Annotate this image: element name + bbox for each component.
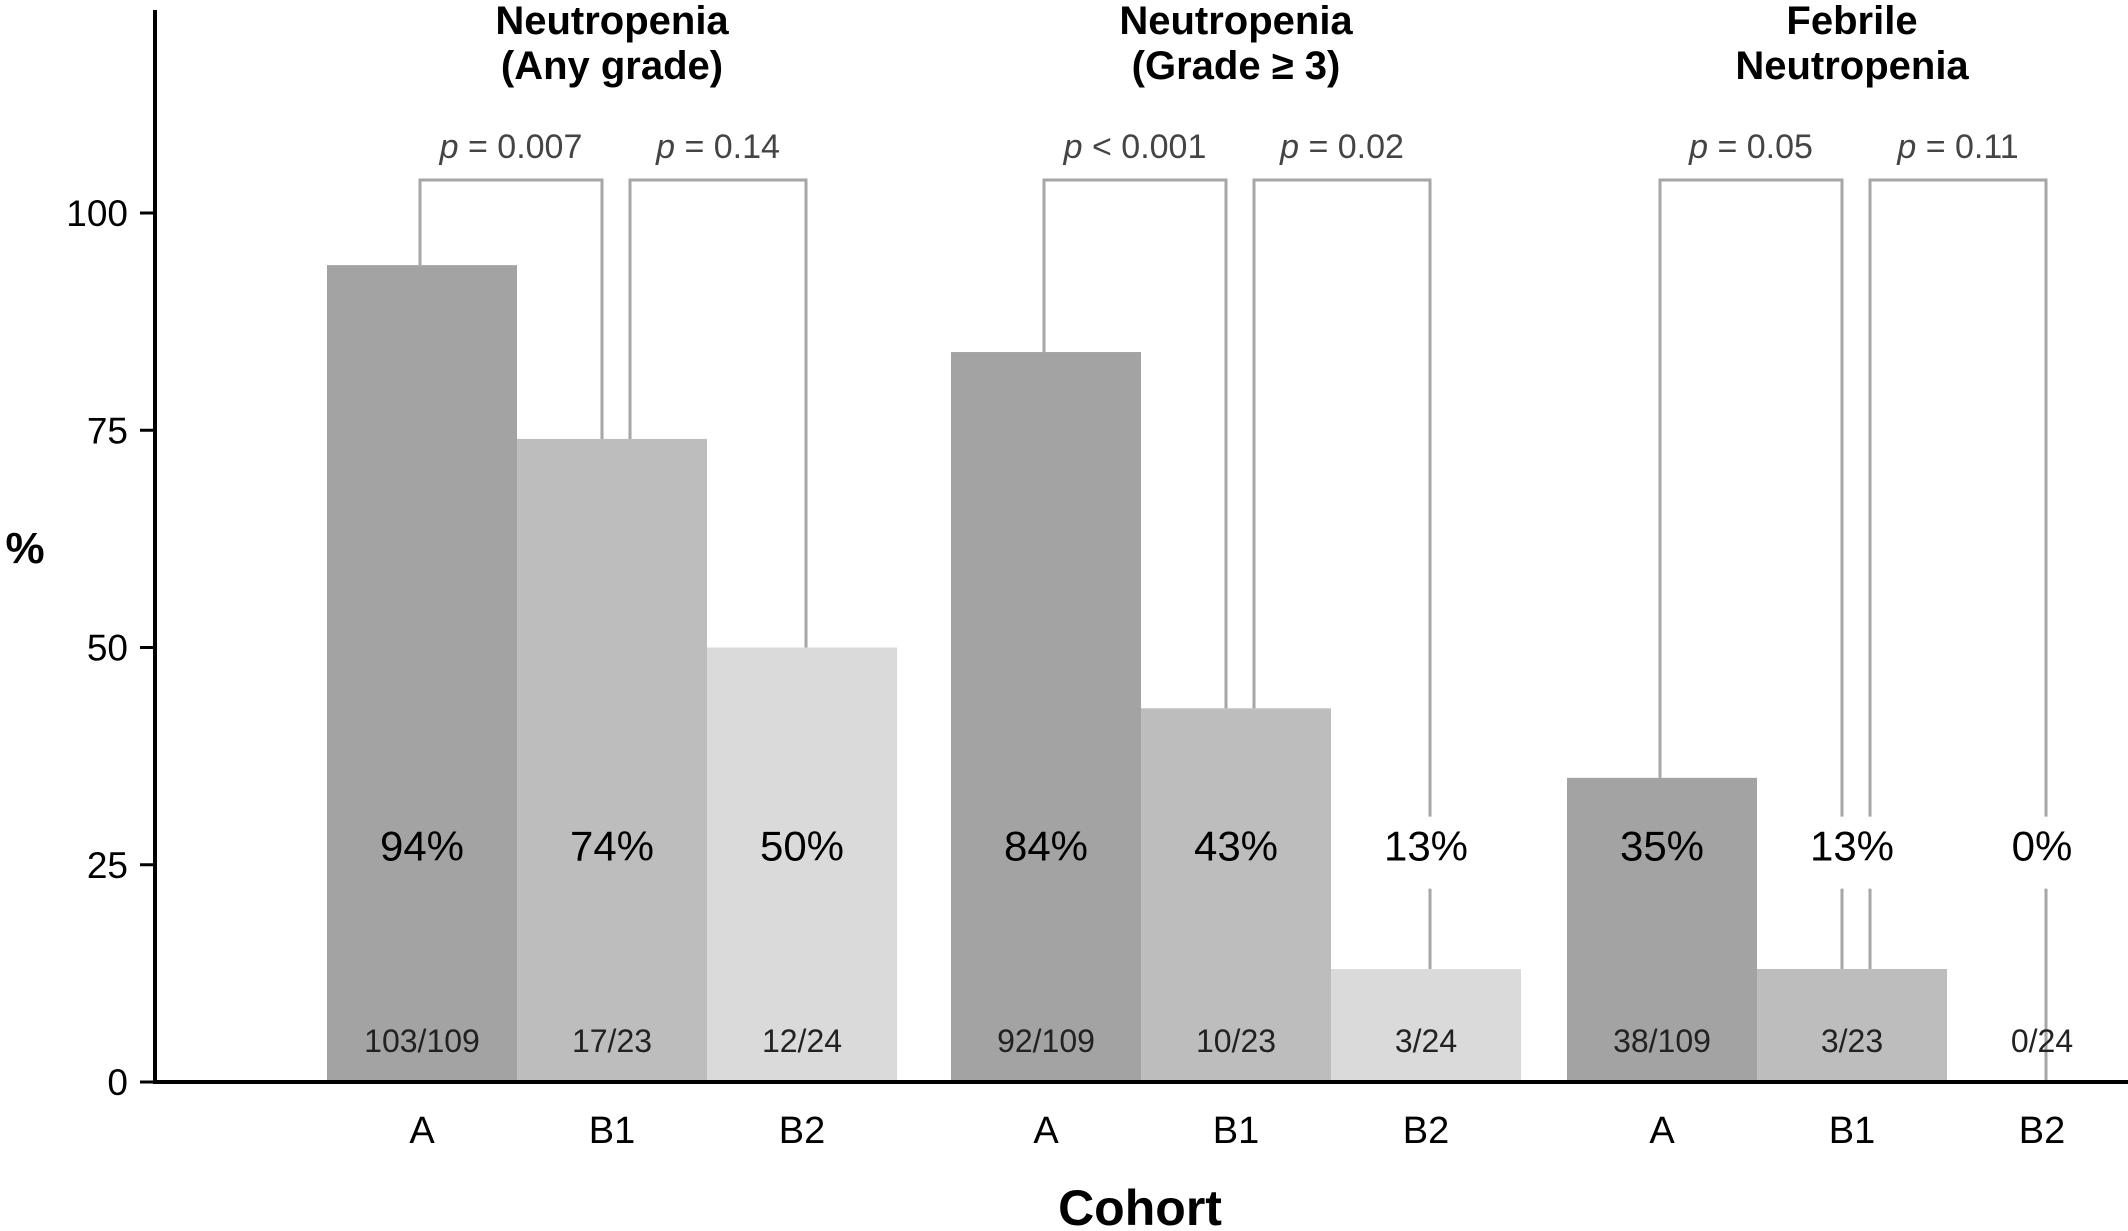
p-value-label: p = 0.14 [655, 128, 780, 166]
p-value-label: p < 0.001 [1063, 128, 1207, 166]
x-tick-label: B2 [1403, 1110, 1449, 1152]
bar-value-label: 94% [380, 823, 464, 870]
bar-fraction-label: 92/109 [997, 1023, 1095, 1059]
bar-value-label: 84% [1004, 823, 1088, 870]
comparison-brackets [418, 178, 2048, 1082]
bar-a [951, 352, 1141, 1082]
y-axis-title: % [5, 524, 44, 573]
bar-value-label: 50% [760, 823, 844, 870]
bar-fraction-label: 103/109 [364, 1023, 480, 1059]
p-value-label: p = 0.02 [1279, 128, 1404, 166]
bar-value-label: 0% [2012, 823, 2073, 870]
bar-b1 [1757, 969, 1947, 1082]
bar-fraction-label: 3/23 [1821, 1023, 1883, 1059]
comparison-bracket [418, 178, 604, 439]
bar-value-label: 13% [1810, 823, 1894, 870]
y-tick-label: 50 [87, 628, 128, 669]
p-value-label: p = 0.05 [1688, 128, 1813, 166]
x-tick-label: A [1033, 1110, 1059, 1152]
x-tick-label: B2 [2019, 1110, 2065, 1152]
comparison-bracket [1868, 178, 2048, 817]
x-tick-label: B2 [779, 1110, 825, 1152]
x-tick-label: B1 [589, 1110, 635, 1152]
bar-value-label: 35% [1620, 823, 1704, 870]
p-value-label: p = 0.11 [1896, 128, 2018, 166]
bar-fraction-label: 0/24 [2011, 1023, 2073, 1059]
comparison-bracket [1658, 178, 1844, 817]
labels: 94% 103/109 A 74% 17/23 B1 50% 12/24 B2 Neutropen… [364, 0, 2073, 1152]
bar-fraction-label: 3/24 [1395, 1023, 1457, 1059]
group-title: Febrile [1786, 0, 1917, 43]
bar-value-label: 43% [1194, 823, 1278, 870]
bar-fraction-label: 38/109 [1613, 1023, 1711, 1059]
group-title: Neutropenia [1119, 0, 1353, 43]
bar-b1 [517, 438, 707, 1082]
y-tick-label: 100 [66, 193, 128, 234]
group-title: Neutropenia [495, 0, 729, 43]
x-tick-label: B1 [1213, 1110, 1259, 1152]
bar-a [1567, 777, 1757, 1082]
p-value-label: p = 0.007 [439, 128, 583, 166]
bar-fraction-label: 12/24 [762, 1023, 842, 1059]
x-tick-label: A [409, 1110, 435, 1152]
bar-fraction-label: 10/23 [1196, 1023, 1276, 1059]
x-tick-label: A [1649, 1110, 1675, 1152]
group-title: (Any grade) [501, 44, 723, 88]
axes: 0 25 50 75 100 [66, 10, 2128, 1103]
bar-a [327, 265, 517, 1082]
y-tick-label: 75 [87, 410, 128, 451]
comparison-bracket [1252, 178, 1432, 817]
bar-b1 [1141, 708, 1331, 1082]
bar-value-label: 74% [570, 823, 654, 870]
x-axis-title: Cohort [1058, 1180, 1222, 1231]
comparison-bracket [628, 178, 808, 648]
x-tick-label: B1 [1829, 1110, 1875, 1152]
y-tick-label: 0 [107, 1062, 128, 1103]
bar-b2 [707, 647, 897, 1082]
comparison-bracket [1042, 178, 1228, 709]
y-tick-label: 25 [87, 845, 128, 886]
bars [327, 265, 1947, 1082]
bar-value-label: 13% [1384, 823, 1468, 870]
group-title: Neutropenia [1735, 44, 1969, 88]
bar-fraction-label: 17/23 [572, 1023, 652, 1059]
bar-b2 [1331, 969, 1521, 1082]
group-title: (Grade ≥ 3) [1132, 44, 1341, 88]
